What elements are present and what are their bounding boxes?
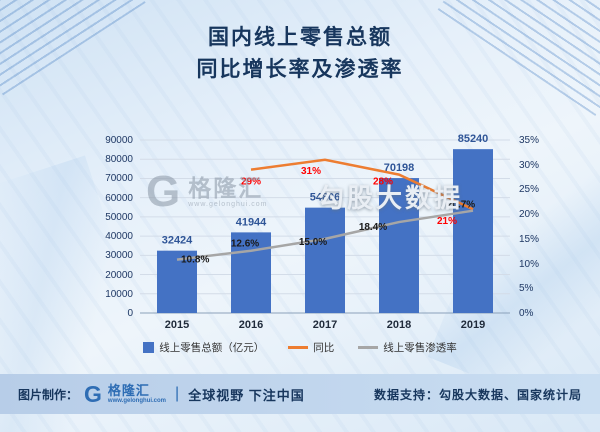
brand-slogan: 全球视野 下注中国 (188, 387, 305, 403)
line-data-label: 12.6% (231, 239, 259, 250)
legend-label-yoy: 同比 (313, 342, 335, 354)
left-axis-tick: 20000 (105, 269, 133, 281)
bar-value-label: 70198 (384, 162, 415, 174)
penetration-line-swatch (358, 346, 379, 349)
brand-name: 格隆汇 (107, 383, 150, 399)
left-axis: 0 10000 20000 30000 40000 50000 60000 70000 8000… (40, 135, 133, 325)
penetration-line (176, 209, 474, 261)
line-data-label: 10.8% (181, 255, 209, 266)
watermark-url-text: www.gelonghui.com (188, 200, 268, 208)
right-axis: 0% 5% 10% 15% 20% 25% 30% 35% (519, 135, 567, 325)
legend-label-retail-total: 线上零售总额（亿元） (159, 342, 265, 354)
footer-bar: 图片制作： G 格隆汇 www.gelonghui.com | 全球视野 下注中… (0, 374, 600, 414)
line-data-label: 28% (373, 177, 393, 188)
gelonghui-g-logo-icon: G (146, 167, 181, 216)
bar-value-label: 41944 (236, 216, 267, 228)
line-data-label: 18.4% (359, 222, 387, 233)
left-axis-tick: 50000 (105, 211, 133, 223)
watermark-logo: G 格隆汇 www.gelonghui.com (146, 170, 268, 214)
chart-title-line2: 同比增长率及渗透率 (196, 57, 404, 81)
bar-value-label: 32424 (162, 235, 193, 247)
made-by-label: 图片制作： (18, 387, 79, 402)
watermark-brand-text: 格隆汇 (188, 174, 264, 201)
legend-label-penetration: 线上零售渗透率 (383, 342, 457, 354)
x-axis-label: 2016 (238, 319, 264, 331)
data-support-text: 数据支持：勾股大数据、国家统计局 (373, 387, 582, 402)
yoy-line-swatch (288, 346, 309, 349)
bar (157, 250, 197, 313)
x-axis: 2015 2016 2017 2018 2019 (140, 319, 510, 335)
right-axis-tick: 10% (519, 258, 540, 270)
line-data-label: 29% (241, 177, 261, 188)
bar-value-label: 54806 (310, 192, 341, 204)
x-axis-label: 2015 (164, 319, 190, 331)
legend-item-retail-total: 线上零售总额（亿元） (143, 340, 264, 355)
left-axis-tick: 60000 (105, 192, 133, 204)
bar (231, 232, 271, 313)
bar-series-swatch (143, 342, 155, 353)
plot-area: 32424 41944 54806 70198 85240 29% 31% 28% 21% 10.… (140, 133, 510, 314)
right-axis-tick: 20% (519, 209, 540, 221)
brand-url: www.gelonghui.com (107, 397, 167, 404)
bar (305, 207, 345, 313)
watermark-big-text: 勾股大数据 (318, 183, 464, 213)
footer-left: 图片制作： G 格隆汇 www.gelonghui.com | 全球视野 下注中… (18, 380, 305, 407)
line-data-label: 31% (301, 166, 321, 177)
legend-item-penetration: 线上零售渗透率 (358, 340, 457, 355)
chart-title-line1: 国内线上零售总额 (208, 26, 392, 49)
line-data-label: 21% (437, 216, 457, 227)
gelonghui-g-logo-icon: G (84, 380, 102, 407)
left-axis-tick: 80000 (105, 154, 133, 166)
right-axis-tick: 0% (519, 308, 534, 319)
left-axis-tick: 10000 (105, 288, 133, 300)
x-axis-label: 2018 (386, 319, 412, 331)
chart-title: 国内线上零售总额 同比增长率及渗透率 (0, 22, 600, 85)
left-axis-tick: 0 (127, 308, 133, 319)
yoy-line (250, 158, 474, 211)
bar-value-label: 85240 (458, 133, 489, 145)
left-axis-tick: 90000 (105, 135, 133, 146)
right-axis-tick: 30% (519, 159, 540, 171)
right-axis-tick: 35% (519, 135, 540, 146)
left-axis-tick: 70000 (105, 173, 133, 185)
line-data-label: 20.7% (447, 200, 475, 211)
legend-item-yoy: 同比 (288, 340, 334, 355)
chart-legend: 线上零售总额（亿元） 同比 线上零售渗透率 (0, 340, 600, 355)
right-axis-tick: 5% (519, 283, 534, 295)
footer-divider: | (175, 385, 180, 402)
right-axis-tick: 25% (519, 184, 540, 196)
right-axis-tick: 15% (519, 233, 540, 245)
left-axis-tick: 40000 (105, 231, 133, 243)
line-data-label: 15.0% (299, 237, 327, 248)
x-axis-label: 2017 (312, 319, 338, 331)
x-axis-label: 2019 (460, 319, 486, 331)
bar (379, 178, 419, 313)
left-axis-tick: 30000 (105, 250, 133, 262)
bar (453, 149, 493, 313)
